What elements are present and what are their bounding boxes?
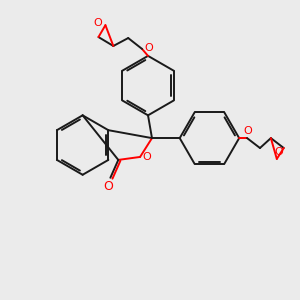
Text: O: O [274,147,283,157]
Text: O: O [103,180,113,193]
Text: O: O [143,152,152,162]
Text: O: O [244,126,253,136]
Text: O: O [93,18,102,28]
Text: O: O [145,43,153,53]
